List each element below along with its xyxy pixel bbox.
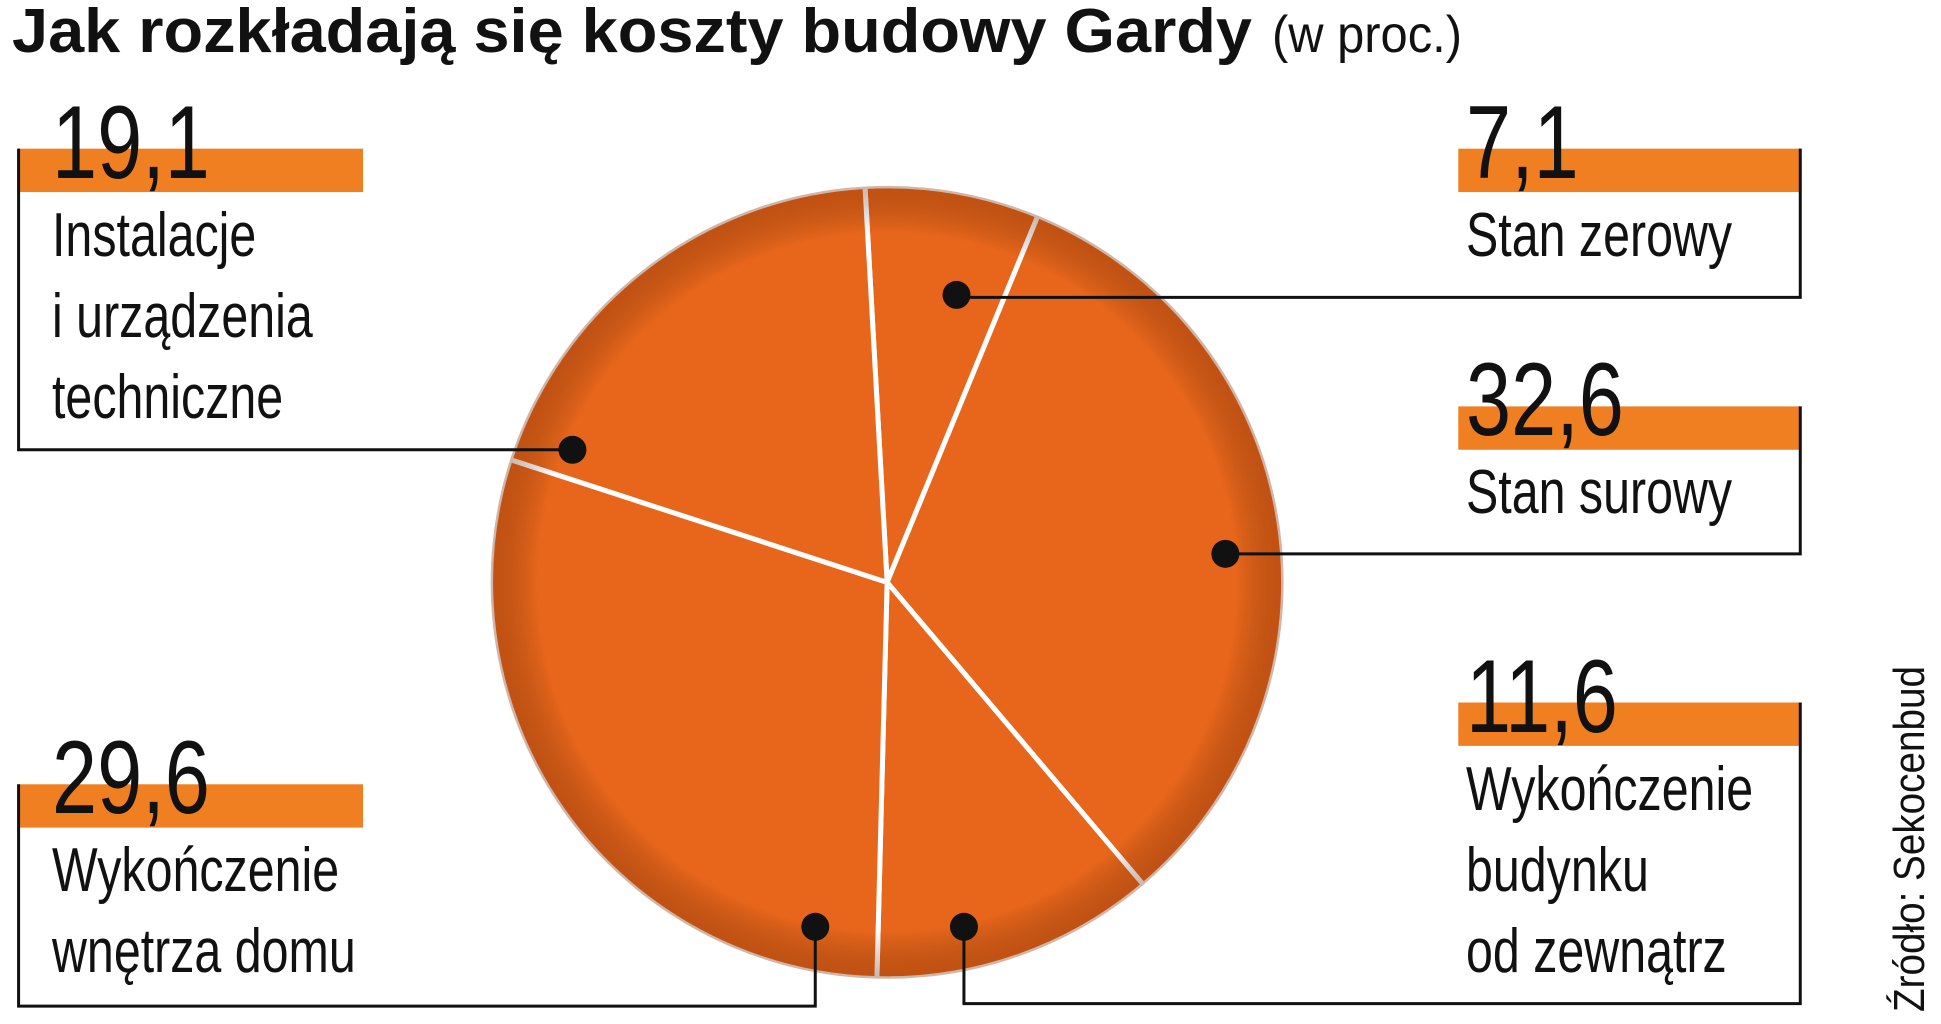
slice-label: Stan surowy	[1465, 458, 1732, 528]
leader-dot	[558, 435, 587, 464]
leader-dot	[949, 912, 978, 941]
slice-label: Instalacje i urządzenia techniczne	[52, 200, 313, 432]
leader-line	[962, 702, 1802, 1006]
slice-label: Stan zerowy	[1465, 200, 1732, 270]
label-bar	[1458, 148, 1801, 193]
slice-label: Wykończenie wnętrza domu	[52, 836, 356, 987]
leader-dot	[942, 280, 971, 309]
value-label: 11,6	[1465, 638, 1618, 755]
value-label: 19,1	[52, 84, 210, 201]
chart-subtitle: (w proc.)	[1272, 6, 1462, 64]
label-bar	[1458, 406, 1801, 450]
leader-line	[1225, 406, 1802, 556]
value-label: 7,1	[1465, 84, 1579, 201]
leader-line	[17, 148, 573, 452]
slice-label: Wykończenie budynku od zewnątrz	[1465, 754, 1753, 986]
label-bar	[1458, 702, 1801, 746]
label-bar	[18, 148, 364, 193]
source: Źródło: Sekocenbud	[1885, 666, 1934, 1012]
leader-dot	[1211, 539, 1240, 568]
leader-dot	[801, 912, 830, 941]
value-label: 29,6	[52, 720, 210, 837]
leader-line	[17, 784, 817, 1008]
chart-title: Jak rozkładają się koszty budowy Gardy	[12, 0, 1253, 66]
label-bar	[18, 784, 364, 828]
value-label: 32,6	[1465, 342, 1624, 459]
